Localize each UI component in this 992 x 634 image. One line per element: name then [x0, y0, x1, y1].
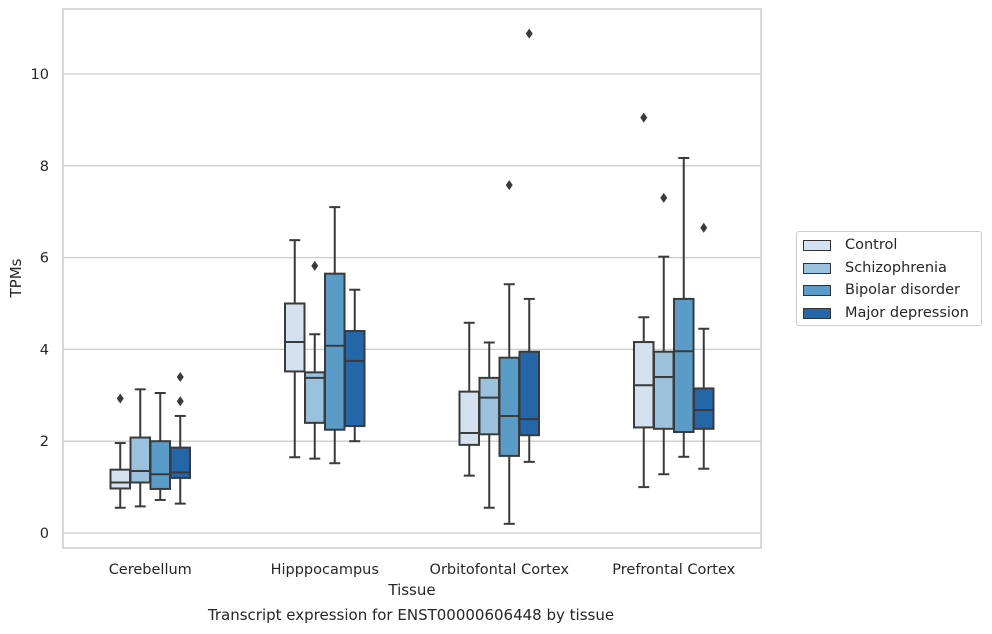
x-tick-label: Orbitofontal Cortex: [430, 562, 570, 578]
legend-label-bipolar: Bipolar disorder: [845, 282, 960, 298]
box: [304, 260, 326, 460]
legend: Control Schizophrenia Bipolar disorder M…: [796, 231, 982, 326]
box: [693, 222, 715, 470]
y-axis-label: TPMs: [7, 258, 25, 298]
box: [478, 341, 500, 509]
x-tick-label: Hipppocampus: [271, 562, 379, 578]
box-body: [149, 440, 171, 490]
x-axis-label: Tissue: [387, 581, 435, 599]
legend-item-schizophrenia: Schizophrenia: [803, 258, 947, 278]
box-body: [169, 446, 191, 479]
box-body: [129, 436, 151, 484]
outlier-point: [176, 371, 184, 382]
outlier-point: [640, 112, 648, 123]
x-tick-label: Cerebellum: [109, 562, 192, 578]
outlier-point: [525, 28, 533, 39]
box-series: [109, 28, 715, 525]
outlier-point: [505, 180, 513, 191]
legend-swatch-bipolar: [803, 284, 831, 296]
y-tick-label: 2: [40, 434, 49, 450]
outlier-point: [176, 396, 184, 407]
legend-swatch-major-depression: [803, 307, 831, 319]
y-axis-ticks: 0 2 4 6 8 10: [31, 67, 49, 542]
box: [324, 206, 346, 465]
box: [169, 371, 191, 505]
legend-swatch-schizophrenia: [803, 262, 831, 274]
box-body: [344, 330, 366, 428]
box: [498, 180, 520, 525]
outlier-point: [311, 260, 319, 271]
legend-label-major-depression: Major depression: [845, 305, 969, 321]
legend-item-control: Control: [803, 235, 897, 255]
box: [673, 156, 695, 458]
box: [149, 392, 171, 501]
legend-label-control: Control: [845, 237, 898, 253]
box-body: [673, 297, 695, 434]
box-body: [518, 350, 540, 437]
box-body: [653, 350, 675, 430]
outlier-point: [700, 222, 708, 233]
y-tick-label: 10: [31, 67, 49, 83]
box: [518, 28, 540, 463]
y-tick-label: 6: [40, 251, 49, 267]
legend-item-major-depression: Major depression: [803, 303, 969, 323]
box-body: [304, 371, 326, 424]
outlier-point: [660, 192, 668, 203]
legend-swatch-control: [803, 239, 831, 251]
box-body: [284, 302, 306, 373]
box-body: [458, 390, 480, 446]
y-tick-label: 4: [40, 342, 49, 358]
legend-item-bipolar: Bipolar disorder: [803, 280, 960, 300]
box: [284, 239, 306, 459]
box-body: [498, 356, 520, 457]
x-axis-ticks: Cerebellum Hipppocampus Orbitofontal Corte…: [109, 562, 736, 578]
box: [458, 321, 480, 477]
box-body: [478, 376, 500, 436]
y-tick-label: 0: [40, 526, 49, 542]
box: [344, 288, 366, 443]
chart-caption: Transcript expression for ENST0000060644…: [207, 606, 615, 624]
box-body: [109, 468, 131, 490]
y-tick-label: 8: [40, 159, 49, 175]
legend-label-schizophrenia: Schizophrenia: [845, 260, 947, 276]
box-body: [693, 387, 715, 430]
outlier-point: [116, 393, 124, 404]
x-tick-label: Prefrontal Cortex: [612, 562, 735, 578]
box-body: [324, 272, 346, 431]
